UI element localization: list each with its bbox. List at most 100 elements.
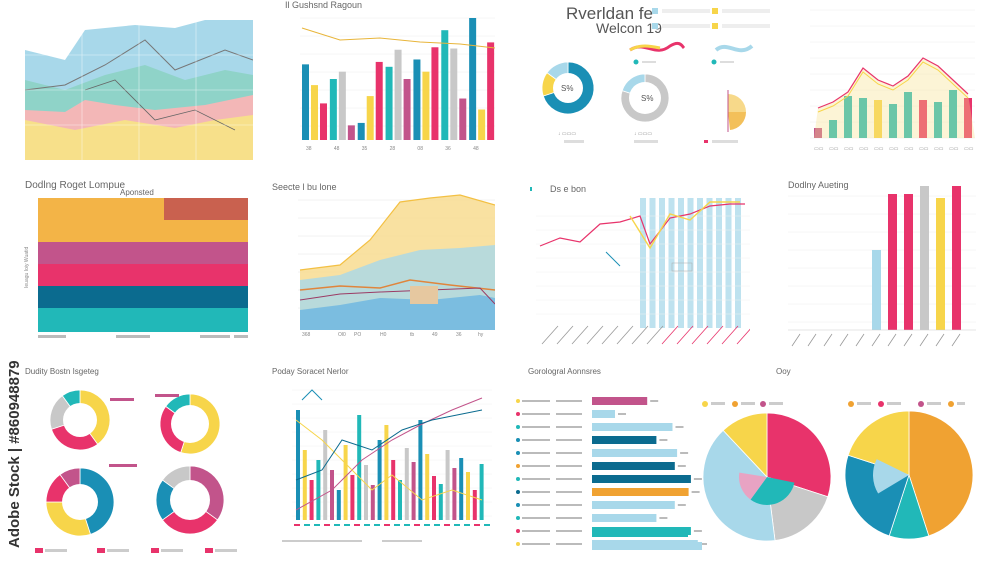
area-chart-top-left — [25, 20, 253, 160]
x-tick-label — [691, 325, 709, 345]
dense-bar-line-chart — [282, 389, 492, 542]
bar-value — [700, 543, 707, 545]
bar — [888, 194, 897, 330]
bar — [403, 79, 411, 140]
row-dot — [516, 516, 520, 520]
row-dot — [516, 490, 520, 494]
svg-text:Ieuagu Ioiy Wuatid: Ieuagu Ioiy Wuatid — [24, 246, 30, 288]
bar — [377, 440, 382, 520]
donut1-hole — [553, 73, 583, 103]
x-tick-label — [951, 333, 961, 347]
bar-value — [693, 478, 702, 480]
line-bar-chart — [530, 187, 750, 345]
row-dot — [516, 464, 520, 468]
x-tick-label — [384, 524, 390, 526]
x-tick-label: ▭▭ — [949, 146, 959, 152]
x-tick-label — [294, 524, 300, 526]
row-dot — [516, 425, 520, 429]
line-series — [301, 389, 323, 401]
bar — [874, 100, 882, 138]
x-tick-label: 28 — [390, 146, 396, 152]
bar — [311, 85, 318, 140]
row-label — [556, 491, 582, 493]
x-tick-label: ▭▭ — [829, 146, 839, 152]
donut-grid-1-hole — [63, 403, 97, 437]
x-tick-label — [661, 325, 679, 345]
bar — [592, 436, 657, 444]
pie-right-slice — [908, 410, 974, 537]
pie-right-slice — [847, 410, 910, 476]
x-tick-label — [464, 524, 470, 526]
svg-text:49: 49 — [432, 332, 438, 338]
x-tick-label — [791, 333, 801, 347]
watermark-text: Adobe Stock | #860948879 — [6, 360, 23, 548]
row-label — [522, 543, 550, 545]
bar — [459, 98, 467, 140]
bar-value — [618, 413, 626, 415]
background-bar — [716, 198, 722, 328]
svg-text:↓ ▭▭▭: ↓ ▭▭▭ — [558, 131, 576, 137]
bar — [452, 468, 457, 520]
bar — [330, 470, 334, 520]
trend-area — [814, 58, 975, 138]
row-label — [556, 413, 582, 415]
bar — [592, 462, 675, 470]
donut-grid-3-hole — [62, 484, 98, 520]
bar — [459, 458, 464, 520]
x-tick-label — [807, 333, 817, 347]
row-label — [556, 504, 582, 506]
bar — [592, 410, 615, 418]
background-bar — [735, 198, 741, 328]
row-label — [556, 426, 582, 428]
x-tick-label — [414, 524, 420, 526]
report-header-bars — [652, 8, 770, 29]
bar — [364, 465, 368, 520]
x-tick-label: 08 — [417, 146, 423, 152]
bar — [296, 410, 300, 520]
bar-value — [691, 491, 700, 493]
row-dot — [516, 412, 520, 416]
donut2-hole — [629, 82, 661, 114]
line-series — [295, 419, 483, 501]
bar — [592, 542, 702, 550]
x-tick-label — [839, 333, 849, 347]
row-label — [522, 426, 550, 428]
x-tick-label: ▭▭ — [859, 146, 869, 152]
x-tick-label — [903, 333, 913, 347]
x-tick-label: 36 — [445, 146, 451, 152]
bar-value — [677, 465, 686, 467]
bar — [404, 448, 409, 520]
report-half-pie — [727, 90, 747, 132]
background-bar — [649, 198, 656, 328]
x-tick-label — [364, 524, 370, 526]
bar — [445, 450, 450, 520]
x-tick-label — [541, 325, 559, 345]
line-series — [295, 409, 483, 481]
x-tick-label — [444, 524, 450, 526]
svg-text:368: 368 — [302, 332, 311, 338]
donut-legend-swatch — [97, 548, 105, 553]
svg-text:H0: H0 — [380, 332, 387, 338]
bar — [323, 430, 328, 520]
bar — [316, 460, 321, 520]
bar — [592, 423, 673, 431]
bar — [432, 476, 436, 520]
x-tick-label — [721, 325, 739, 345]
stacked-band-chart — [38, 198, 248, 332]
combo-chart-top-right: ▭▭ ▭▭ ▭▭ ▭▭ ▭▭ ▭▭ ▭▭ ▭▭ ▭▭ ▭▭ ▭▭ — [810, 9, 975, 152]
x-tick-label — [631, 325, 649, 345]
row-dot — [516, 451, 520, 455]
row-label — [522, 504, 550, 506]
bar — [394, 49, 402, 140]
row-label — [522, 439, 550, 441]
donut-center-label-2: S% — [641, 94, 654, 103]
bar — [320, 103, 327, 140]
donut-chart-report-1 — [541, 61, 595, 115]
stack-bar-title: Dodlng Roget Lompue — [25, 180, 126, 191]
donut2-slice — [620, 73, 670, 123]
svg-text:PO: PO — [354, 332, 361, 338]
pie-left-slice — [702, 429, 776, 542]
stacked-band-axis: Ieuagu Ioiy Wuatid — [24, 246, 30, 288]
row-dot — [516, 542, 520, 546]
report-legend-marks: ↓ ▭▭▭ ↓ ▭▭▭ — [558, 131, 738, 143]
